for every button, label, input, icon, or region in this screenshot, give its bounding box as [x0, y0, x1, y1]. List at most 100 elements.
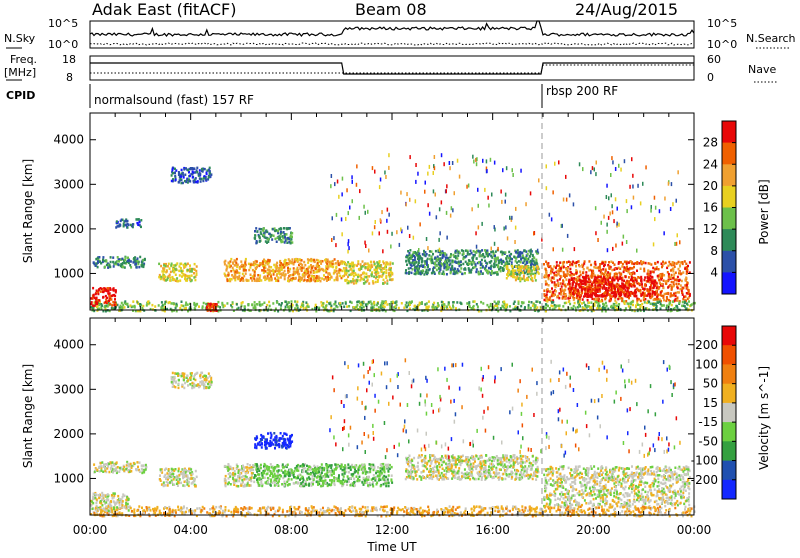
- scatter-cell: [173, 278, 175, 281]
- scatter-cell: [582, 276, 584, 279]
- scatter-cell: [499, 261, 501, 264]
- scatter-cell: [175, 274, 177, 277]
- scatter-cell: [631, 262, 633, 265]
- scatter-cell: [415, 180, 417, 184]
- scatter-cell: [681, 287, 683, 290]
- scatter-cell: [632, 292, 634, 295]
- scatter-cell: [468, 304, 470, 307]
- scatter-cell: [549, 307, 551, 310]
- scatter-cell: [346, 305, 348, 308]
- scatter-cell: [434, 306, 436, 309]
- colorbar-tick-label: 4: [710, 265, 718, 279]
- scatter-cell: [509, 305, 511, 308]
- scatter-cell: [592, 292, 594, 295]
- scatter-cell: [520, 261, 522, 264]
- scatter-cell: [141, 468, 143, 471]
- scatter-cell: [618, 287, 620, 290]
- scatter-cell: [327, 272, 329, 275]
- scatter-cell: [675, 292, 677, 295]
- scatter-cell: [372, 231, 374, 235]
- scatter-cell: [315, 304, 317, 307]
- scatter-cell: [575, 307, 577, 310]
- scatter-cell: [614, 279, 616, 282]
- scatter-cell: [100, 469, 102, 472]
- scatter-cell: [408, 252, 410, 255]
- scatter-cell: [612, 247, 614, 251]
- scatter-cell: [650, 272, 652, 275]
- scatter-cell: [163, 270, 165, 273]
- scatter-cell: [609, 274, 611, 277]
- scatter-cell: [531, 301, 533, 304]
- scatter-cell: [263, 302, 265, 305]
- scatter-cell: [496, 305, 498, 308]
- scatter-cell: [686, 292, 688, 295]
- scatter-cell: [388, 166, 390, 170]
- scatter-cell: [410, 267, 412, 270]
- scatter-cell: [670, 292, 672, 295]
- scatter-cell: [332, 266, 334, 269]
- scatter-cell: [608, 216, 610, 220]
- scatter-cell: [379, 275, 381, 278]
- colorbar-tick-label: 16: [703, 201, 718, 215]
- scatter-cell: [381, 210, 383, 214]
- scatter-cell: [667, 265, 669, 268]
- scatter-cell: [512, 275, 514, 278]
- scatter-cell: [458, 261, 460, 264]
- scatter-cell: [166, 472, 168, 475]
- scatter-cell: [580, 274, 582, 277]
- scatter-cell: [466, 185, 468, 189]
- scatter-cell: [675, 295, 677, 298]
- scatter-cell: [256, 230, 258, 233]
- scatter-cell: [240, 260, 242, 263]
- scatter-cell: [667, 292, 669, 295]
- scatter-cell: [111, 304, 113, 307]
- scatter-cell: [426, 302, 428, 305]
- scatter-cell: [304, 269, 306, 272]
- scatter-cell: [528, 304, 530, 307]
- scatter-cell: [244, 261, 246, 264]
- scatter-cell: [418, 262, 420, 265]
- colorbar-swatch: [722, 229, 736, 251]
- scatter-cell: [291, 300, 293, 303]
- scatter-cell: [589, 295, 591, 298]
- scatter-cell: [506, 273, 508, 276]
- scatter-cell: [688, 300, 690, 303]
- scatter-cell: [482, 254, 484, 257]
- scatter-cell: [600, 276, 602, 279]
- beam-label: Beam 08: [355, 0, 427, 19]
- scatter-cell: [582, 167, 584, 171]
- scatter-cell: [671, 286, 673, 289]
- scatter-cell: [254, 274, 256, 277]
- scatter-cell: [669, 301, 671, 304]
- scatter-cell: [490, 251, 492, 254]
- scatter-cell: [663, 299, 665, 302]
- scatter-cell: [654, 285, 656, 288]
- scatter-cell: [191, 268, 193, 271]
- scatter-cell: [592, 270, 594, 273]
- scatter-cell: [663, 279, 665, 282]
- scatter-cell: [473, 250, 475, 253]
- scatter-cell: [266, 231, 268, 234]
- scatter-cell: [630, 303, 632, 306]
- scatter-cell: [636, 280, 638, 283]
- scatter-cell: [595, 206, 597, 210]
- nsearch-tick-bottom: 10^0: [707, 38, 737, 51]
- scatter-cell: [551, 301, 553, 304]
- scatter-cell: [196, 274, 198, 277]
- scatter-cell: [384, 306, 386, 309]
- scatter-cell: [418, 252, 420, 255]
- scatter-cell: [108, 463, 110, 466]
- scatter-cell: [382, 249, 384, 253]
- scatter-cell: [641, 303, 643, 306]
- scatter-cell: [406, 301, 408, 304]
- scatter-cell: [379, 265, 381, 268]
- scatter-cell: [454, 267, 456, 270]
- scatter-cell: [198, 173, 200, 176]
- scatter-cell: [239, 272, 241, 275]
- scatter-cell: [137, 303, 139, 306]
- scatter-cell: [601, 221, 603, 225]
- scatter-cell: [660, 291, 662, 294]
- scatter-cell: [127, 226, 129, 229]
- scatter-cell: [588, 301, 590, 304]
- scatter-cell: [324, 307, 326, 310]
